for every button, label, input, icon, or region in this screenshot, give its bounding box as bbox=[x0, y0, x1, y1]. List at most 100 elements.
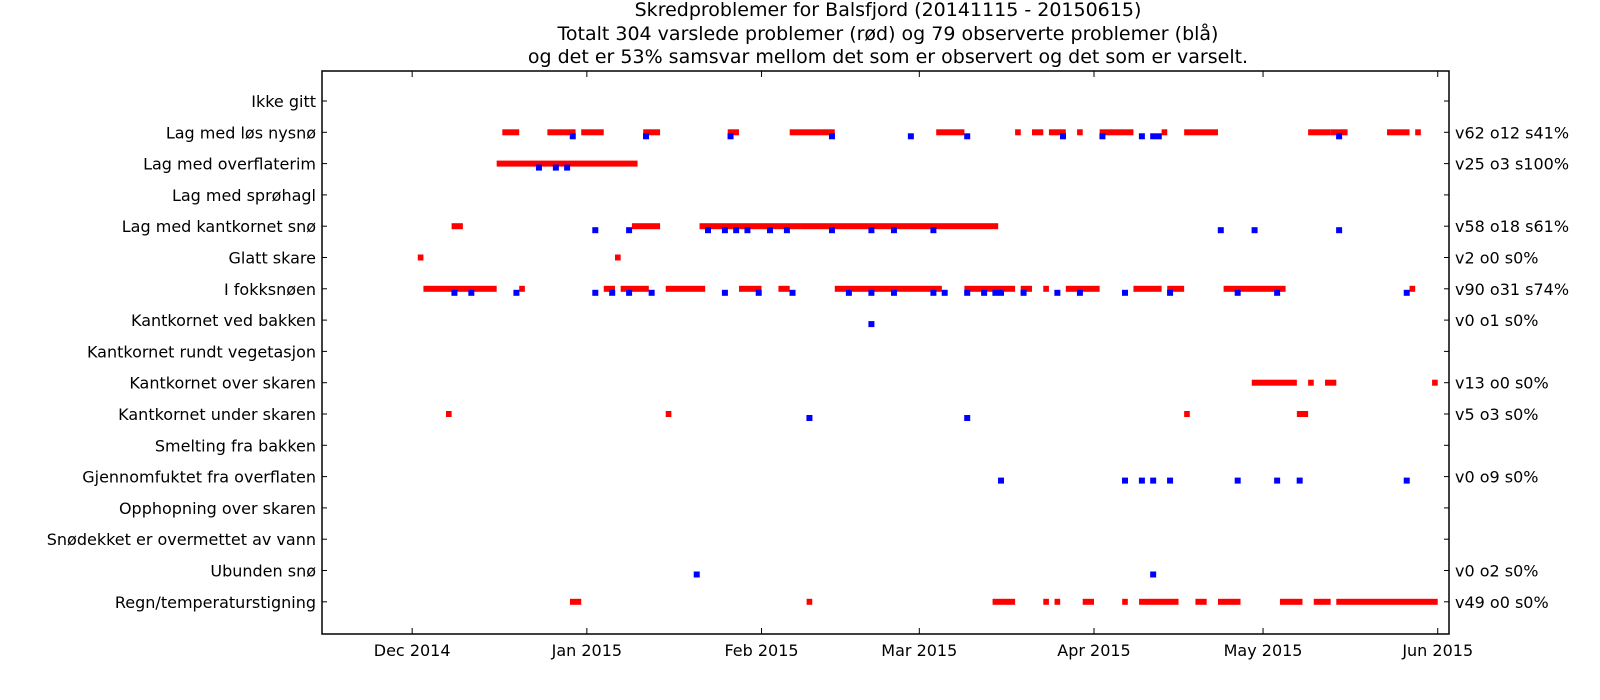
forecast-problem-bar bbox=[1015, 129, 1021, 136]
observed-problem-point bbox=[755, 289, 762, 296]
observed-problem-point bbox=[1167, 289, 1174, 296]
forecast-problem-bar bbox=[1122, 598, 1128, 605]
category-stat-label: v0 o9 s0% bbox=[1455, 468, 1539, 487]
forecast-problem-bar bbox=[665, 285, 706, 292]
category-label: Gjennomfuktet fra overflaten bbox=[82, 468, 316, 487]
category-stat-label: v25 o3 s100% bbox=[1455, 155, 1569, 174]
observed-problem-point bbox=[1251, 227, 1258, 234]
observed-problem-point bbox=[1217, 227, 1224, 234]
category-stat-label: v0 o1 s0% bbox=[1455, 311, 1539, 330]
observed-problem-point bbox=[1020, 289, 1027, 296]
observed-problem-point bbox=[941, 289, 948, 296]
observed-problem-point bbox=[1274, 289, 1281, 296]
forecast-problem-bar bbox=[1409, 285, 1416, 292]
observed-problem-point bbox=[930, 227, 937, 234]
forecast-problem-bar bbox=[992, 598, 1016, 605]
forecast-problem-bar bbox=[1223, 285, 1286, 292]
observed-problem-point bbox=[535, 164, 542, 171]
observed-problem-point bbox=[1121, 289, 1128, 296]
forecast-problem-bar bbox=[1077, 129, 1083, 136]
category-label: Glatt skare bbox=[229, 249, 316, 268]
observed-problem-point bbox=[766, 227, 773, 234]
observed-problem-point bbox=[1336, 227, 1343, 234]
category-label: Opphopning over skaren bbox=[119, 499, 316, 518]
observed-problem-point bbox=[626, 227, 633, 234]
observed-problem-point bbox=[890, 289, 897, 296]
observed-problem-point bbox=[964, 415, 971, 421]
forecast-problem-bar bbox=[1161, 129, 1168, 136]
forecast-problem-bar bbox=[1308, 379, 1314, 386]
observed-problem-point bbox=[569, 133, 576, 140]
observed-problem-point bbox=[721, 289, 728, 296]
category-label: Snødekket er overmettet av vann bbox=[47, 530, 316, 549]
observed-problem-point bbox=[609, 289, 616, 296]
forecast-problem-bar bbox=[778, 285, 790, 292]
category-label: Ikke gitt bbox=[251, 92, 316, 111]
category-label: Lag med overflaterim bbox=[143, 155, 316, 174]
forecast-problem-bar bbox=[665, 411, 672, 417]
forecast-problem-bar bbox=[1032, 129, 1044, 136]
observed-problem-point bbox=[468, 289, 475, 296]
category-label: Regn/temperaturstigning bbox=[115, 593, 316, 612]
observed-problem-point bbox=[1099, 133, 1106, 140]
observed-problem-point bbox=[1138, 477, 1145, 484]
observed-problem-point bbox=[890, 227, 897, 234]
observed-problem-point bbox=[1060, 133, 1067, 140]
observed-problem-point bbox=[1150, 133, 1157, 140]
observed-problem-point bbox=[998, 477, 1005, 484]
category-label: Smelting fra bakken bbox=[155, 436, 316, 455]
observed-problem-point bbox=[992, 289, 999, 296]
x-tick-label: Jun 2015 bbox=[1401, 641, 1473, 660]
observed-problem-point bbox=[783, 227, 790, 234]
observed-problem-point bbox=[1274, 477, 1281, 484]
forecast-problem-bar bbox=[1308, 129, 1331, 136]
forecast-problem-bar bbox=[1043, 285, 1049, 292]
forecast-problem-bar bbox=[1279, 598, 1303, 605]
observed-problem-point bbox=[626, 289, 633, 296]
x-tick-label: Mar 2015 bbox=[881, 641, 957, 660]
forecast-problem-bar bbox=[1325, 379, 1337, 386]
category-stat-label: v13 o0 s0% bbox=[1455, 374, 1549, 393]
forecast-problem-bar bbox=[1195, 598, 1207, 605]
forecast-problem-bar bbox=[1020, 285, 1033, 292]
observed-problem-point bbox=[451, 289, 458, 296]
forecast-problem-bar bbox=[1054, 598, 1061, 605]
forecast-problem-bar bbox=[1387, 129, 1410, 136]
forecast-problem-bar bbox=[800, 223, 999, 230]
forecast-problem-bar bbox=[1432, 379, 1438, 386]
forecast-problem-bar bbox=[699, 223, 801, 230]
category-label: Kantkornet ved bakken bbox=[131, 311, 316, 330]
x-tick-label: Feb 2015 bbox=[724, 641, 798, 660]
category-stat-label: v2 o0 s0% bbox=[1455, 249, 1539, 268]
observed-problem-point bbox=[868, 321, 875, 328]
chart-title: Skredproblemer for Balsfjord (20141115 -… bbox=[528, 0, 1248, 68]
category-stat-label: v5 o3 s0% bbox=[1455, 405, 1539, 424]
observed-problem-point bbox=[721, 227, 728, 234]
observed-problem-point bbox=[868, 289, 875, 296]
forecast-problem-bar bbox=[1082, 598, 1094, 605]
category-label: Kantkornet under skaren bbox=[118, 405, 316, 424]
observed-problem-point bbox=[930, 289, 937, 296]
observed-problem-point bbox=[964, 289, 971, 296]
category-stat-label: v49 o0 s0% bbox=[1455, 593, 1549, 612]
observed-problem-point bbox=[845, 289, 852, 296]
forecast-problem-bar bbox=[620, 285, 649, 292]
forecast-problem-bar bbox=[738, 285, 762, 292]
chart-title-line-1: Skredproblemer for Balsfjord (20141115 -… bbox=[635, 0, 1142, 21]
chart-title-line-3: og det er 53% samsvar mellom det som er … bbox=[528, 46, 1248, 68]
x-tick-label: May 2015 bbox=[1224, 641, 1303, 660]
observed-problem-point bbox=[828, 227, 835, 234]
observed-problem-point bbox=[592, 227, 599, 234]
category-label: Ubunden snø bbox=[210, 562, 316, 581]
observed-problem-point bbox=[1138, 133, 1145, 140]
plot-area-frame bbox=[321, 70, 1450, 635]
observed-problem-point bbox=[1150, 571, 1157, 578]
observed-problem-point bbox=[727, 133, 734, 140]
observed-problem-point bbox=[1150, 477, 1157, 484]
forecast-problem-bar bbox=[1217, 598, 1241, 605]
observed-problem-point bbox=[564, 164, 571, 171]
observed-problem-point bbox=[1167, 477, 1174, 484]
forecast-problem-bar bbox=[834, 285, 942, 292]
observed-problem-point bbox=[1296, 477, 1303, 484]
